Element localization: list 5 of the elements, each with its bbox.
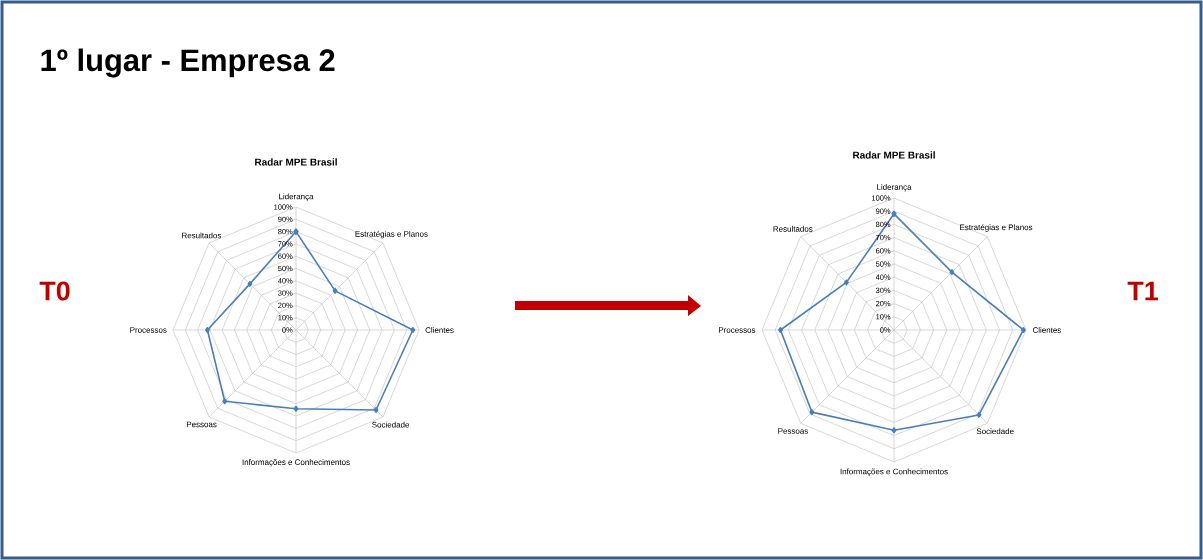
chart-title: Radar MPE Brasil: [255, 158, 337, 166]
text: T1: [1127, 281, 1158, 301]
text: 1º lugar - Empresa 2: [41, 48, 335, 78]
chart-title: Radar MPE Brasil: [853, 151, 935, 159]
text: T0: [39, 281, 70, 301]
